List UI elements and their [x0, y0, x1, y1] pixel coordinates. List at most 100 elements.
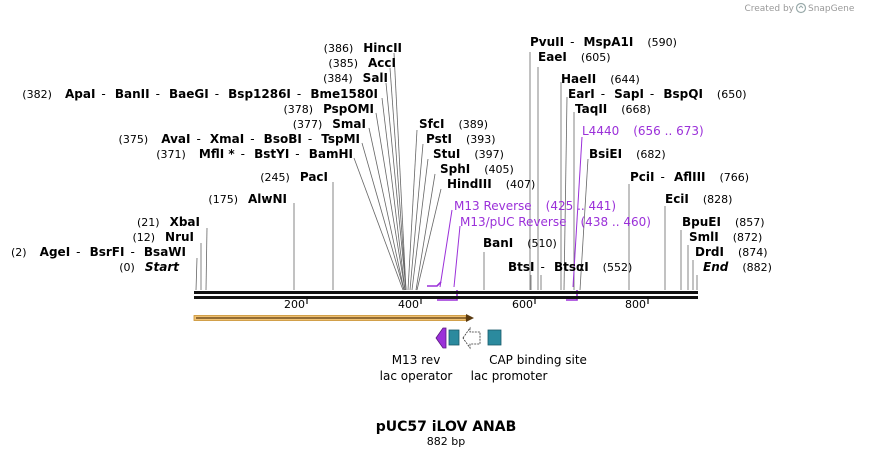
plasmid-length: 882 bp [427, 435, 465, 448]
enzyme-hincii: HincII [363, 41, 402, 55]
enzyme-paci: PacI [300, 170, 328, 184]
enzyme-tspmi: TspMI [321, 132, 360, 146]
primer-labels: L4440 (656 .. 673) M13 Reverse (425 .. 441… [454, 124, 704, 229]
enzyme-pvuii: PvuII [530, 35, 564, 49]
credit-brand: SnapGene [808, 4, 855, 14]
label-row-pspomi: (378) PspOMI [283, 102, 374, 116]
label-row-xbai: (21) XbaI [137, 215, 200, 229]
enzyme-sali: SalI [363, 71, 388, 85]
enzyme-nrui: NruI [165, 230, 194, 244]
label-row-eari: EarI - SapI - BspQI (650) [568, 83, 747, 102]
enzyme-eaei: EaeI [538, 50, 567, 64]
label-row-hindiii: HindIII (407) [447, 177, 535, 191]
tick-200: 200 [284, 298, 305, 311]
enzyme-hindiii: HindIII [447, 177, 492, 191]
label-row-smai: (377) SmaI [293, 117, 366, 131]
lac-promoter-feature [462, 326, 481, 350]
label-row-apai: (382) ApaI - BanII - BaeGI - Bsp1286I - Bme1… [22, 83, 378, 102]
enzyme-pspomi: PspOMI [323, 102, 374, 116]
label-row-haeii: HaeII (644) [561, 72, 640, 86]
orf-arrow [193, 314, 474, 322]
enzyme-bsiei: BsiEI [589, 147, 622, 161]
enzyme-avai: AvaI [161, 132, 190, 146]
label-row-start: (0) Start [119, 260, 180, 274]
label-row-pvuii: PvuII - MspA1I (590) [530, 31, 677, 50]
enzyme-sapi: SapI [614, 87, 644, 101]
feature-track [435, 326, 502, 350]
primer-leader-lines [439, 136, 583, 288]
m13-rev-label: M13 rev [392, 353, 441, 367]
enzyme-xmai: XmaI [210, 132, 244, 146]
label-row-acci: (385) AccI [328, 56, 396, 70]
enzyme-sphi: SphI [440, 162, 470, 176]
enzyme-haeii: HaeII [561, 72, 596, 86]
label-row-bsiei: BsiEI (682) [589, 147, 666, 161]
label-row-psti: PstI (393) [426, 132, 496, 146]
label-row-pcii: PciI - AflIII (766) [630, 166, 749, 185]
enzyme-labels-right: PvuII - MspA1I (590) EaeI (605) HaeII (644) … [530, 31, 772, 274]
label-row-bani: BanI (510) [483, 236, 557, 250]
enzyme-baegi: BaeGI [169, 87, 209, 101]
label-row-sphi: SphI (405) [440, 162, 514, 176]
primer-m13-puc-reverse: M13/pUC Reverse (438 .. 460) [460, 215, 651, 229]
enzyme-bamhi: BamHI [309, 147, 353, 161]
enzyme-bspqi: BspQI [663, 87, 703, 101]
label-row-agei: (2) AgeI - BsrFI - BsaWI [11, 241, 186, 260]
lac-promoter-label: lac promoter [471, 369, 548, 383]
primer-m13-reverse: M13 Reverse (425 .. 441) [454, 199, 616, 213]
label-row-alwni: (175) AlwNI [208, 192, 287, 206]
cap-binding-feature [487, 329, 502, 346]
enzyme-psti: PstI [426, 132, 452, 146]
enzyme-mfli: MflI * [199, 147, 235, 161]
m13-rev-feature [435, 327, 447, 349]
enzyme-btsai: BtsαI [554, 260, 589, 274]
lac-operator-feature [448, 329, 460, 346]
label-row-end: End (882) [703, 260, 772, 274]
enzyme-bsobi: BsoBI [264, 132, 302, 146]
enzyme-sfci: SfcI [419, 117, 444, 131]
enzyme-labels-left: (386) HincII (385) AccI (384) SalI (382) Ap… [11, 41, 402, 274]
enzyme-pcii: PciI [630, 170, 655, 184]
tick-400: 400 [398, 298, 419, 311]
label-row-btsi: BtsI - BtsαI (552) [508, 256, 632, 275]
enzyme-smli: SmlI [689, 230, 719, 244]
axis: 200 400 600 800 [284, 296, 649, 311]
enzyme-eari: EarI [568, 87, 595, 101]
leader-lines [195, 52, 698, 291]
label-row-nrui: (12) NruI [132, 230, 194, 244]
label-row-paci: (245) PacI [260, 170, 328, 184]
plasmid-title: pUC57 iLOV ANAB [376, 419, 517, 435]
enzyme-alwni: AlwNI [248, 192, 287, 206]
dna-backbone [194, 291, 698, 299]
primer-l4440: L4440 (656 .. 673) [582, 124, 704, 138]
label-start: Start [145, 260, 180, 274]
label-row-taqii: TaqII (668) [575, 102, 651, 116]
enzyme-bsp1286i: Bsp1286I [228, 87, 291, 101]
label-row-mfli: (371) MflI * - BstYI - BamHI [156, 143, 353, 162]
enzyme-btsi: BtsI [508, 260, 535, 274]
credit-text: Created by [744, 4, 794, 14]
label-row-eaei: EaeI (605) [538, 50, 611, 64]
cap-binding-label: CAP binding site [489, 353, 587, 367]
enzyme-agei: AgeI [40, 245, 70, 259]
enzyme-acci: AccI [368, 56, 396, 70]
label-row-stui: StuI (397) [433, 147, 504, 161]
enzyme-bstyi: BstYI [254, 147, 289, 161]
enzyme-stui: StuI [433, 147, 460, 161]
enzyme-bani: BanI [483, 236, 513, 250]
enzyme-bsrfi: BsrFI [90, 245, 125, 259]
enzyme-banii: BanII [115, 87, 150, 101]
enzyme-ecii: EciI [665, 192, 689, 206]
snapgene-logo-icon [795, 2, 807, 14]
enzyme-mspa1i: MspA1I [584, 35, 634, 49]
enzyme-bpuei: BpuEI [682, 215, 721, 229]
label-row-ecii: EciI (828) [665, 192, 732, 206]
label-row-avai: (375) AvaI - XmaI - BsoBI - TspMI [119, 128, 360, 147]
enzyme-labels-middle: SfcI (389) PstI (393) StuI (397) SphI (405) … [419, 117, 632, 275]
label-end: End [703, 260, 729, 274]
label-row-smli: SmlI (872) [689, 230, 762, 244]
label-row-hincii: (386) HincII [324, 41, 402, 55]
enzyme-bme1580i: Bme1580I [310, 87, 378, 101]
tick-600: 600 [512, 298, 533, 311]
